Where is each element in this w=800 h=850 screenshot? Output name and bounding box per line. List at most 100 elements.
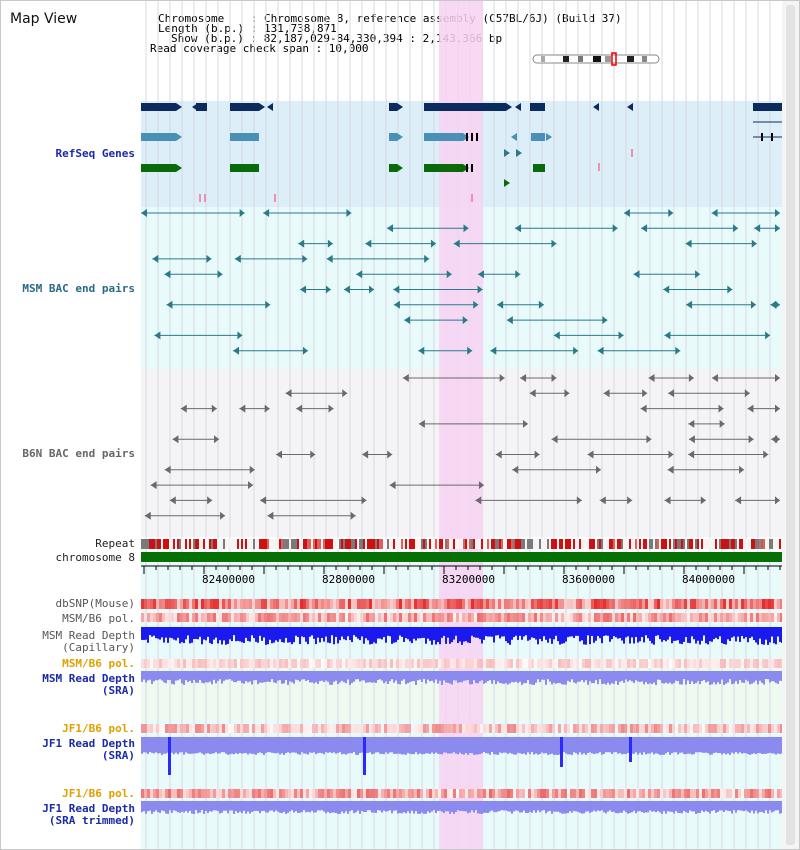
depth-bar (301, 671, 303, 680)
depth-bar (737, 801, 739, 811)
depth-bar (389, 801, 391, 811)
heat-cell (507, 724, 510, 733)
heat-cell (681, 599, 684, 609)
heat-cell (657, 659, 660, 668)
depth-bar (367, 627, 369, 641)
heat-cell (315, 613, 318, 622)
depth-spike (560, 737, 563, 767)
dbsnp-label: dbSNP(Mouse) (55, 597, 135, 610)
depth-bar (161, 737, 163, 755)
depth-bar (287, 627, 289, 643)
repeat-block (733, 539, 735, 549)
b6n-bac-pair-end (520, 374, 527, 382)
heat-cell (183, 613, 186, 622)
heat-cell (690, 599, 693, 609)
chromosome-ideogram[interactable] (532, 52, 660, 66)
heat-cell (249, 789, 252, 798)
heat-cell (735, 613, 738, 622)
heat-cell (276, 724, 279, 733)
heat-cell (243, 599, 246, 609)
jf1-read-depth-sra-sublabel: (SRA) (101, 749, 135, 762)
depth-bar (683, 671, 685, 680)
depth-bar (663, 671, 665, 684)
depth-bar (731, 671, 733, 685)
b6n-bac-track[interactable] (144, 374, 780, 520)
heat-cell (414, 599, 417, 609)
depth-bar (407, 671, 409, 684)
depth-bar (283, 801, 285, 812)
depth-bar (489, 627, 491, 637)
depth-bar (273, 737, 275, 754)
depth-bar (471, 737, 473, 754)
heat-cell (249, 659, 252, 668)
depth-bar (599, 671, 601, 680)
depth-bar (515, 627, 517, 636)
heat-cell (543, 599, 546, 609)
depth-bar (675, 737, 677, 753)
msm-bac-track[interactable] (141, 209, 780, 355)
depth-bar (715, 671, 717, 685)
refseq-genes-track[interactable] (141, 103, 788, 202)
depth-bar (251, 627, 253, 636)
heat-cell (621, 599, 624, 609)
heat-cell (696, 789, 699, 798)
msm-bac-pair-end (602, 316, 608, 325)
heat-cell (642, 659, 645, 668)
repeat-block (339, 539, 341, 549)
depth-bar (399, 671, 401, 685)
depth-bar (771, 627, 773, 637)
heat-cell (303, 724, 306, 733)
heat-cell (321, 659, 324, 668)
heat-cell (468, 789, 471, 798)
depth-bar (285, 801, 287, 814)
depth-bar (265, 671, 267, 683)
depth-bar (391, 801, 393, 814)
depth-bar (771, 737, 773, 754)
depth-bar (471, 627, 473, 636)
heat-cell (147, 613, 150, 622)
depth-bar (305, 671, 307, 682)
heat-cell (213, 599, 216, 609)
b6n-bac-pair-end (328, 404, 334, 413)
depth-bar (505, 737, 507, 753)
depth-bar (701, 737, 703, 753)
heat-cell (168, 724, 171, 733)
depth-bar (283, 737, 285, 755)
repeat-block (685, 539, 687, 549)
heat-cell (402, 789, 405, 798)
heat-cell (153, 613, 156, 622)
repeat-block (225, 539, 227, 549)
depth-bar (585, 801, 587, 812)
heat-cell (771, 659, 774, 668)
heat-cell (711, 659, 714, 668)
vertical-scrollbar[interactable] (782, 1, 799, 849)
depth-bar (619, 737, 621, 754)
repeat-block (231, 539, 233, 549)
depth-bar (745, 627, 747, 638)
depth-bar (657, 627, 659, 636)
msm-bac-pair-end (711, 209, 718, 217)
heat-cell (738, 789, 741, 798)
depth-bar (425, 671, 427, 684)
heat-cell (204, 599, 207, 609)
depth-bar (759, 627, 761, 639)
heat-cell (540, 724, 543, 733)
depth-bar (729, 737, 731, 755)
depth-bar (279, 671, 281, 681)
depth-bar (491, 801, 493, 811)
depth-bar (381, 801, 383, 813)
gene-marker (274, 194, 276, 202)
repeat-block (687, 539, 689, 549)
depth-bar (221, 801, 223, 813)
heat-cell (447, 789, 450, 798)
b6n-bac-pair-end (276, 450, 283, 459)
heat-cell (276, 659, 279, 668)
depth-bar (261, 627, 263, 641)
depth-bar (451, 627, 453, 643)
depth-bar (389, 737, 391, 753)
heat-cell (327, 659, 330, 668)
repeat-block (251, 539, 253, 549)
repeat-block (153, 539, 155, 549)
heat-cell (513, 659, 516, 668)
